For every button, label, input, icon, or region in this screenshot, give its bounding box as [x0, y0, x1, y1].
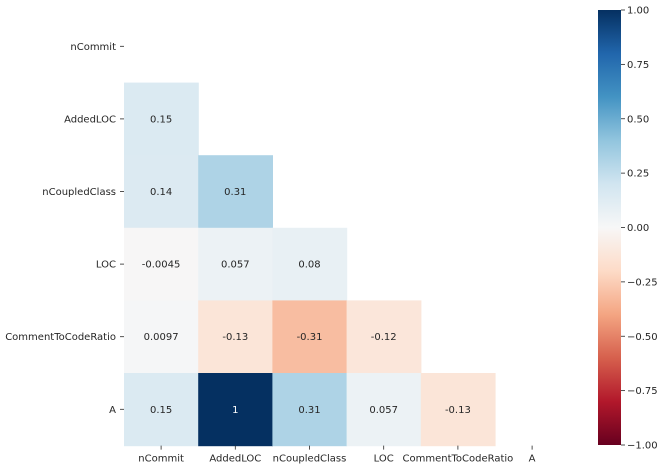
- heatmap-cell: [272, 300, 348, 374]
- x-tick-label: nCoupledClass: [273, 454, 347, 465]
- cell-value-label: 0.15: [150, 405, 172, 416]
- cell-value-label: 0.0097: [144, 332, 179, 343]
- colorbar-tick-label: −0.50: [627, 332, 658, 343]
- heatmap-cells: [124, 82, 496, 447]
- x-tick-label: nCommit: [138, 454, 184, 465]
- cell-value-label: -0.13: [222, 332, 248, 343]
- heatmap-cell: [346, 373, 422, 447]
- y-tick-label: A: [109, 405, 116, 416]
- colorbar-tick-label: 0.25: [627, 169, 649, 180]
- y-tick-label: AddedLOC: [64, 114, 116, 125]
- heatmap-cell: [272, 227, 348, 301]
- y-tick-label: CommentToCodeRatio: [5, 332, 116, 343]
- colorbar-tick-label: 1.00: [627, 6, 649, 17]
- x-tick-label: A: [529, 454, 536, 465]
- cell-value-label: -0.0045: [142, 260, 181, 271]
- y-axis: nCommit AddedLOC nCoupledClass LOC CommentTo…: [5, 42, 124, 416]
- colorbar-tick-label: 0.00: [627, 223, 649, 234]
- heatmap-cell: [124, 227, 199, 301]
- colorbar-tick-label: 0.75: [627, 60, 649, 71]
- cell-value-label: 0.15: [150, 114, 172, 125]
- colorbar-tick-label: −0.75: [627, 386, 658, 397]
- heatmap-cell: [346, 300, 422, 374]
- cell-value-label: -0.12: [371, 332, 397, 343]
- colorbar-tick-label: −1.00: [627, 441, 658, 452]
- x-tick-label: AddedLOC: [209, 454, 261, 465]
- heatmap-cell: [124, 373, 199, 447]
- heatmap-cell: [124, 82, 199, 156]
- y-tick-label: LOC: [96, 260, 116, 271]
- colorbar-tick-label: −0.25: [627, 277, 658, 288]
- heatmap-cell: [124, 300, 199, 374]
- x-tick-label: CommentToCodeRatio: [403, 454, 514, 465]
- heatmap-cell: [198, 300, 273, 374]
- x-axis: nCommit AddedLOC nCoupledClass LOC CommentTo…: [138, 445, 536, 465]
- y-tick-label: nCoupledClass: [42, 187, 116, 198]
- cell-value-label: 0.08: [298, 260, 320, 271]
- heatmap-cell: [198, 155, 273, 229]
- colorbar-gradient: [598, 10, 621, 445]
- heatmap-cell: [198, 227, 273, 301]
- cell-value-label: 1: [232, 405, 238, 416]
- cell-value-label: 0.057: [221, 260, 250, 271]
- x-tick-label: LOC: [374, 454, 394, 465]
- cell-value-label: 0.14: [150, 187, 172, 198]
- cell-value-label: -0.13: [445, 405, 471, 416]
- heatmap-cell: [420, 373, 496, 447]
- cell-value-label: 0.31: [298, 405, 320, 416]
- cell-value-label: 0.057: [369, 405, 398, 416]
- heatmap-cell: [124, 155, 199, 229]
- heatmap-cell-labels: 0.15 0.14 0.31 -0.0045 0.057 0.08 0.0097 -0.13 -…: [142, 114, 471, 415]
- heatmap-cell: [198, 373, 273, 447]
- cell-value-label: 0.31: [224, 187, 246, 198]
- colorbar-tick-label: 0.50: [627, 114, 649, 125]
- colorbar: 1.00 0.75 0.50 0.25 0.00 −0.25 −0.50 −0.75 −1.00: [598, 6, 658, 452]
- heatmap-cell: [272, 373, 348, 447]
- cell-value-label: -0.31: [297, 332, 323, 343]
- y-tick-label: nCommit: [70, 42, 116, 53]
